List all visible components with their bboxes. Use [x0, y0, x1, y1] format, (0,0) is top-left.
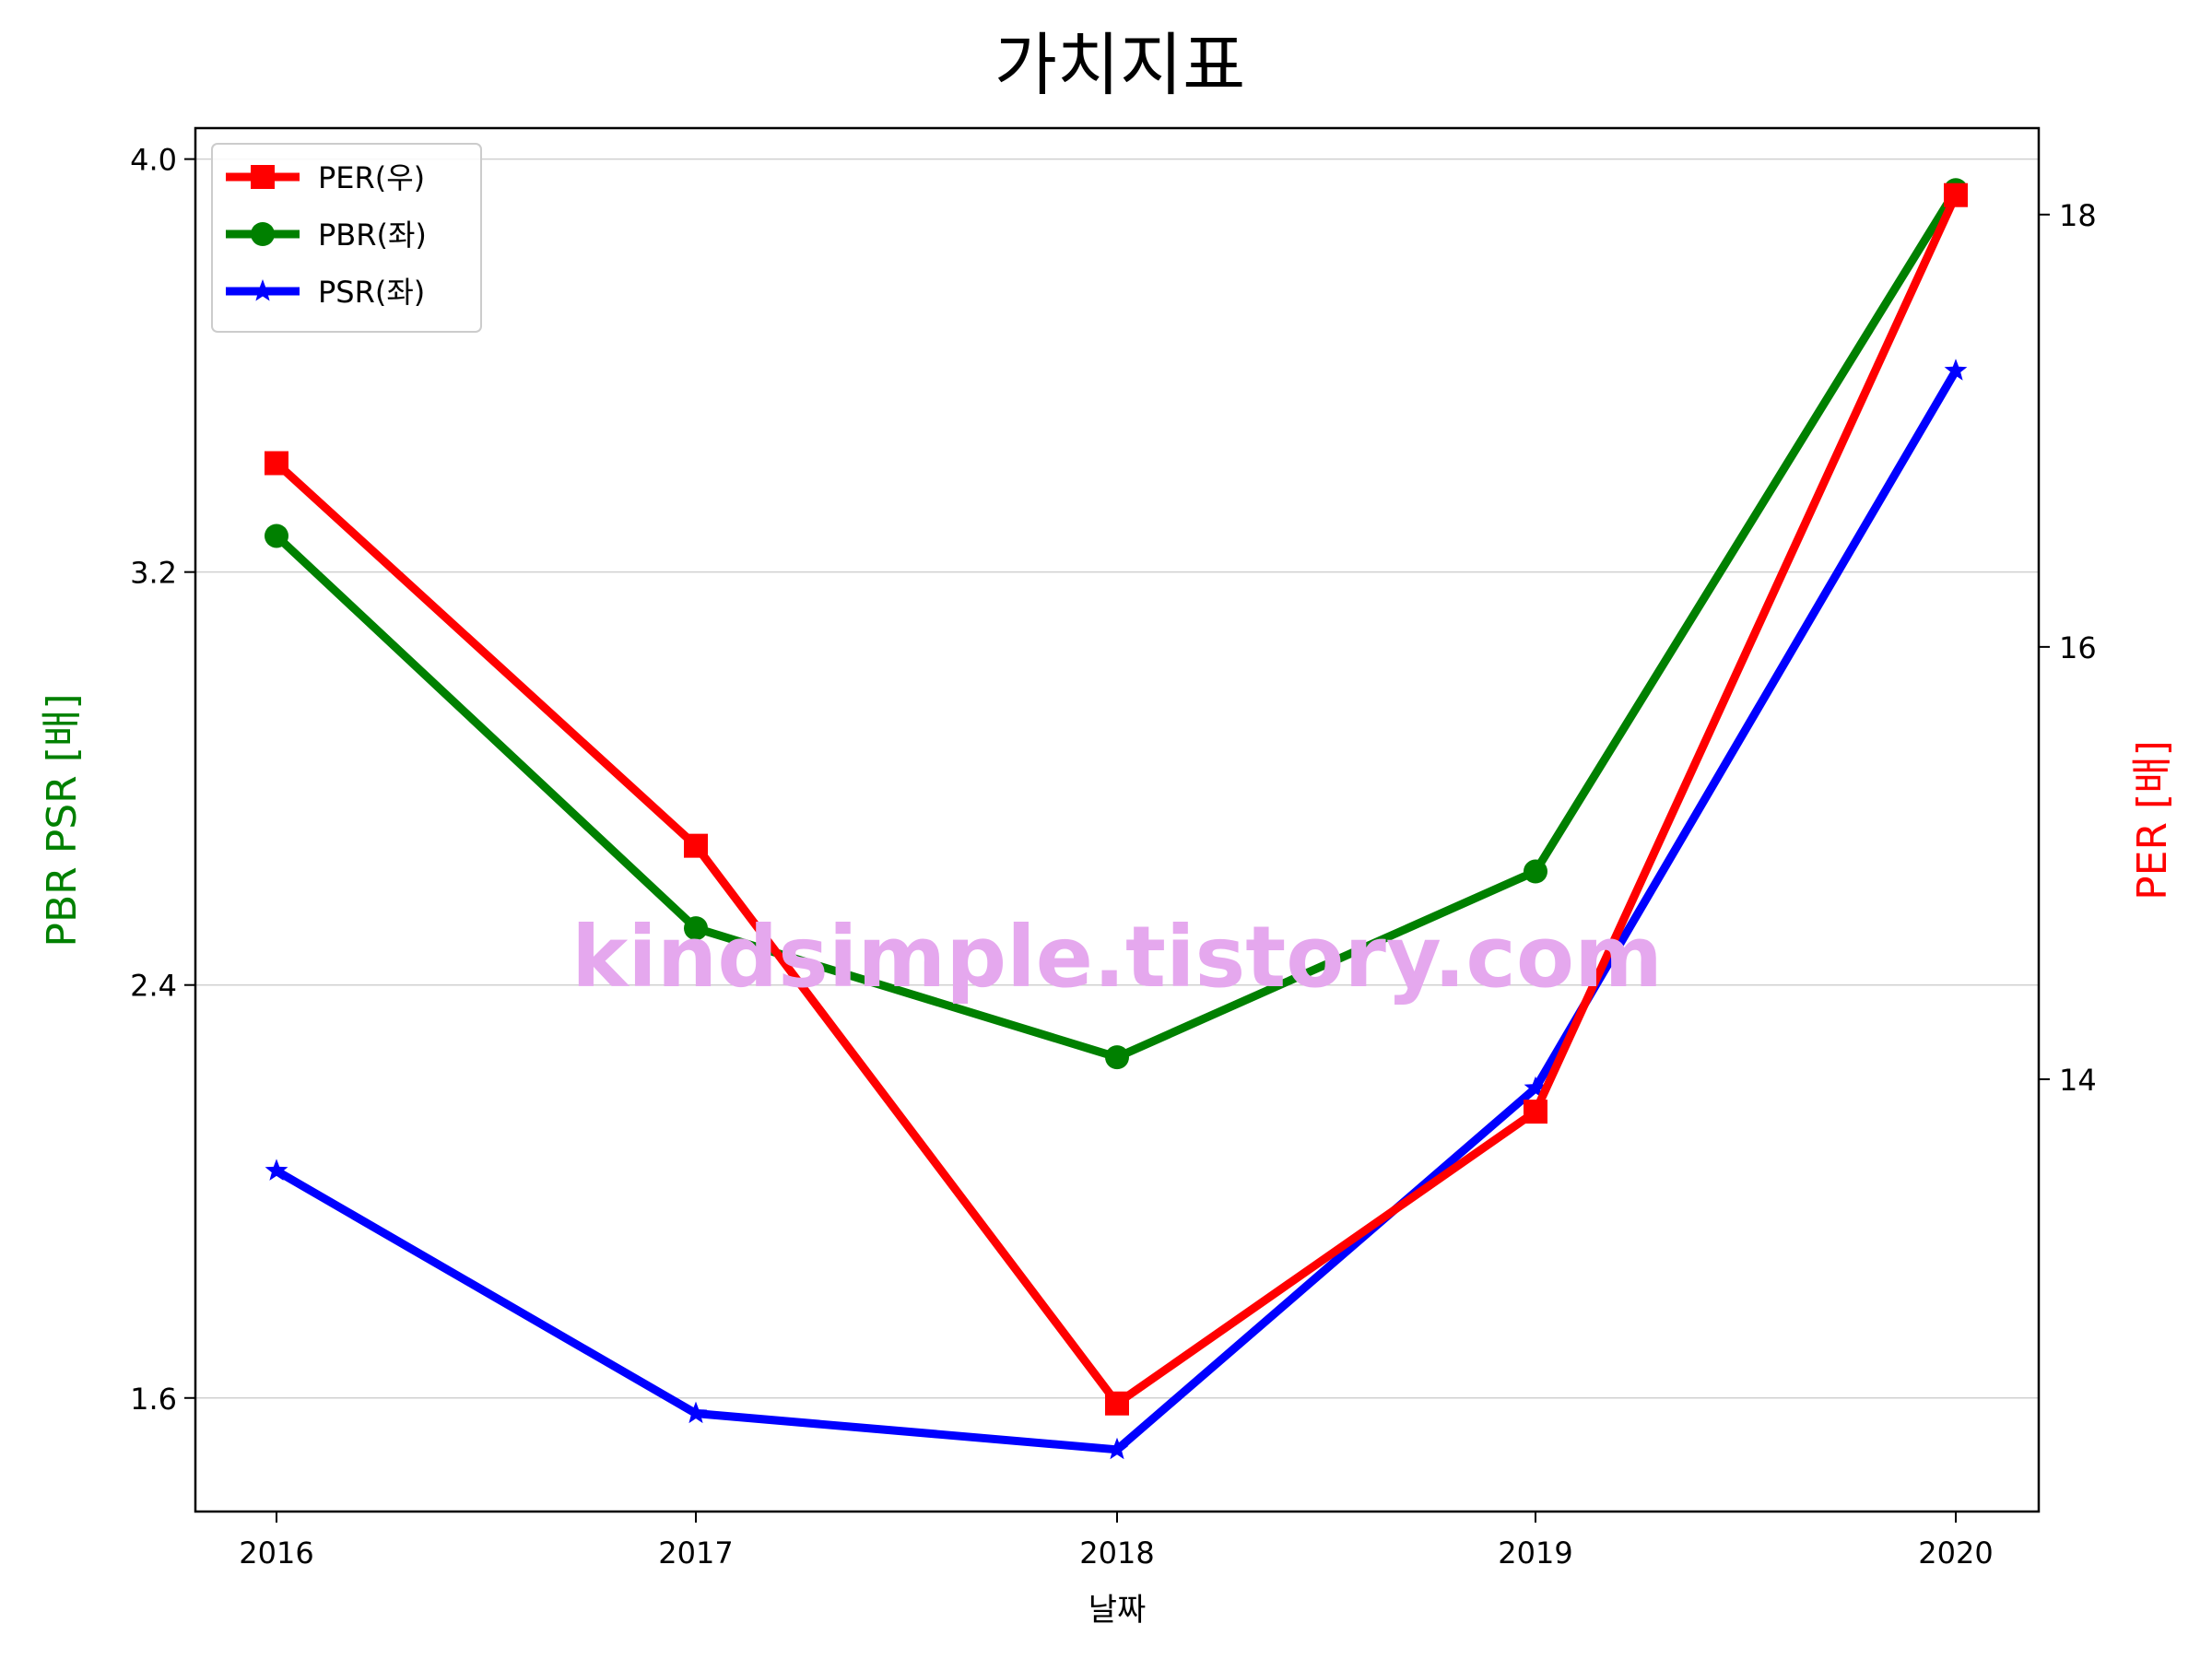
y-axis-label-right: PER [배]: [2129, 740, 2176, 900]
data-point: [1524, 859, 1547, 884]
legend-marker: [251, 165, 275, 189]
legend-label: PBR(좌): [318, 218, 427, 253]
data-point: [1524, 1076, 1547, 1099]
legend-frame: [211, 143, 482, 333]
y-left-tick-label: 4.0: [130, 143, 177, 178]
data-point: [1524, 1100, 1547, 1124]
plot-area-frame: [194, 126, 2041, 1513]
data-point: [265, 524, 288, 548]
data-point: [265, 1159, 288, 1181]
x-tick-label: 2019: [1498, 1535, 1572, 1571]
legend-marker: [251, 279, 275, 301]
y-left-tick-label: 2.4: [130, 969, 177, 1004]
chart-title: 가치지표: [994, 26, 1245, 105]
x-tick-label: 2018: [1079, 1535, 1154, 1571]
y-left-tick-label: 3.2: [130, 556, 177, 591]
data-point: [1105, 1045, 1129, 1070]
legend-label: PSR(좌): [318, 275, 425, 310]
series-square: [265, 182, 1968, 1416]
gridlines: [195, 158, 2039, 1399]
data-point: [265, 451, 288, 476]
y-right-tick-label: 16: [2059, 630, 2097, 665]
data-point: [1944, 359, 1968, 381]
x-tick-label: 2020: [1918, 1535, 1993, 1571]
data-point: [1105, 1437, 1129, 1460]
y-right-tick-label: 14: [2059, 1063, 2097, 1098]
data-point: [1105, 1391, 1129, 1416]
legend-entries: PER(우) PBR(좌) PSR(좌): [226, 160, 427, 310]
series-circle: [265, 178, 1968, 1070]
legend-marker: [251, 222, 275, 246]
data-point: [684, 1401, 708, 1424]
legend: PER(우) PBR(좌) PSR(좌): [211, 143, 482, 333]
data-point: [684, 833, 708, 858]
data-point: [684, 916, 708, 941]
y-left-tick-label: 1.6: [130, 1382, 177, 1417]
legend-label: PER(우): [318, 160, 425, 195]
series-layer: [265, 178, 1968, 1460]
axes: 1.6 2.4 3.2 4.0 14 16 18 2016 2017 2018 2019 2020: [130, 143, 2097, 1571]
y-axis-label-left: PBR PSR [배]: [39, 693, 86, 947]
watermark: kindsimple.tistory.com: [571, 908, 1663, 1006]
x-tick-label: 2017: [658, 1535, 733, 1571]
series-star: [265, 359, 1968, 1460]
data-point: [1944, 182, 1968, 207]
x-axis-label: 날짜: [1088, 1592, 1147, 1629]
y-right-tick-label: 18: [2059, 198, 2097, 233]
x-tick-label: 2016: [239, 1535, 313, 1571]
